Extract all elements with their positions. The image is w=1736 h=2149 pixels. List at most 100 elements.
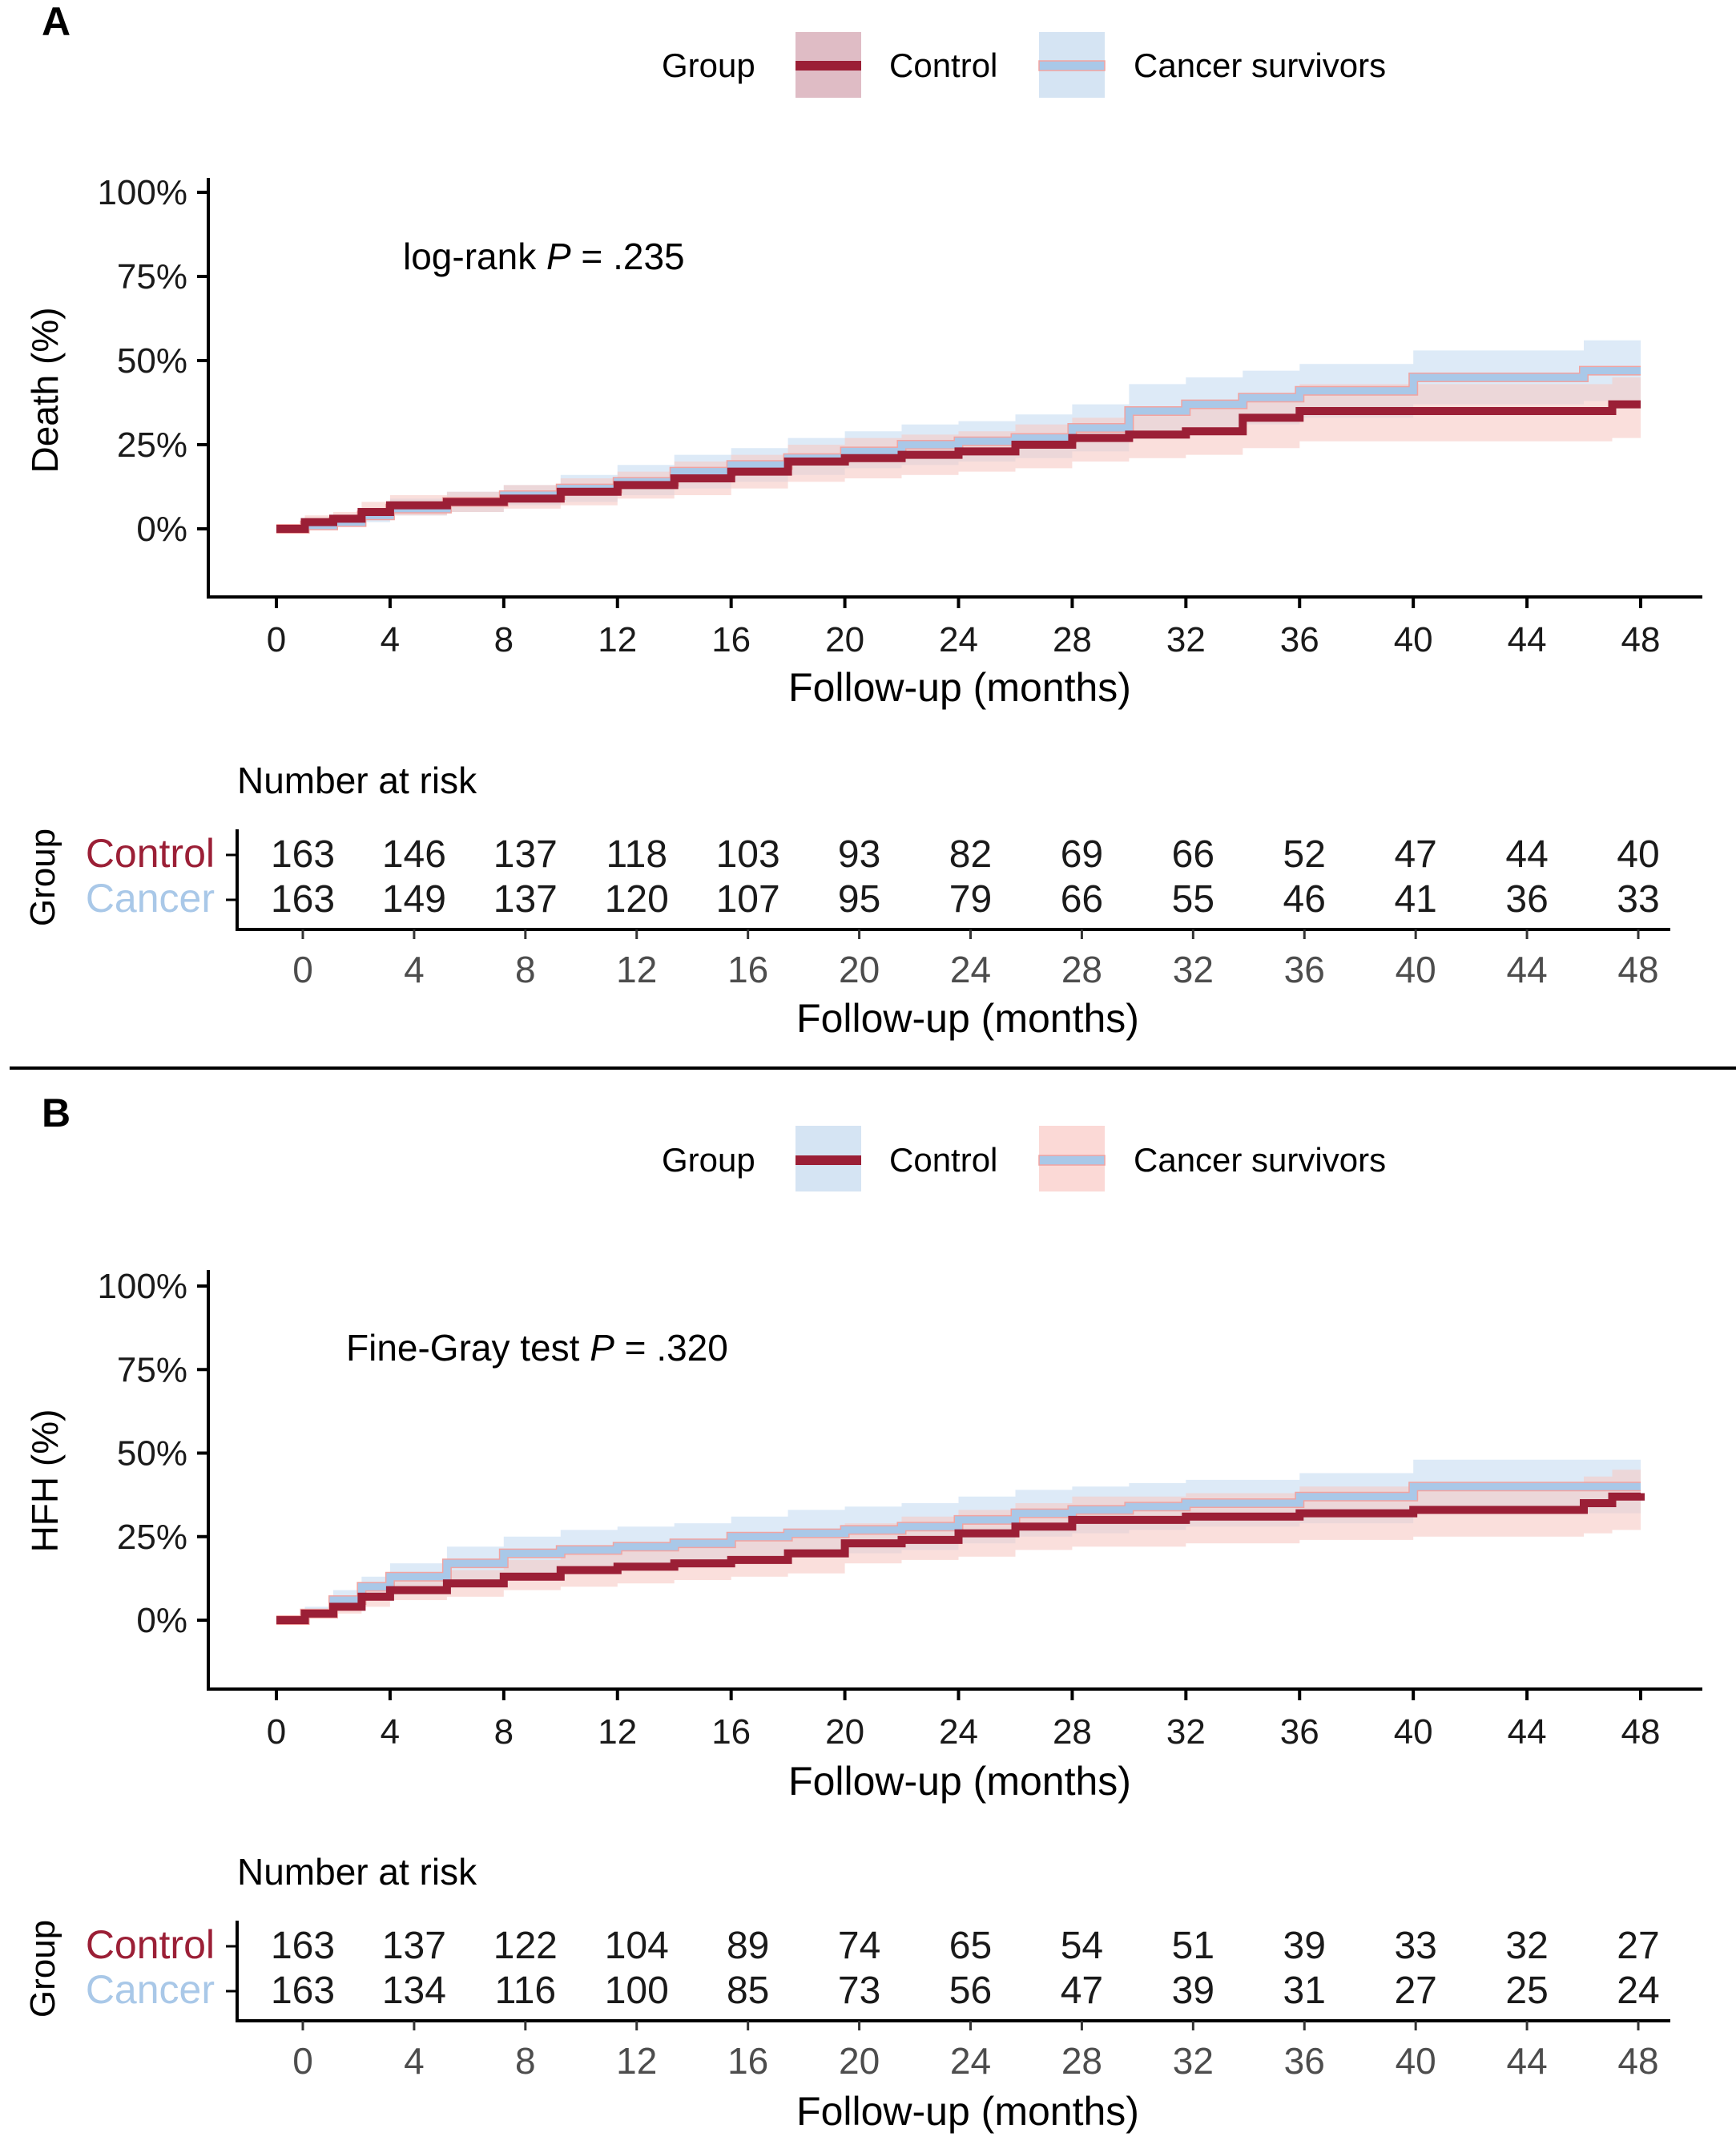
- legend-key-control-line-b: [795, 1155, 861, 1165]
- panel-label-b: B: [42, 1091, 70, 1135]
- risk-x-tick-label: 8: [515, 2040, 536, 2082]
- risk-x-tick-label: 28: [1061, 949, 1102, 990]
- risk-count-control: 122: [493, 1925, 558, 1967]
- x-tick-label: 16: [711, 1712, 751, 1752]
- series-line-cancer: [276, 1482, 1641, 1624]
- risk-count-cancer: 100: [605, 1970, 669, 2012]
- plot-area-a: 0%25%50%75%100%0 4 8 12 16 20 24 28 32 36 40 44 48: [97, 173, 1702, 659]
- risk-x-tick-label: 28: [1061, 2040, 1102, 2082]
- risk-count-cancer: 79: [949, 878, 992, 921]
- y-tick-label: 75%: [117, 1350, 187, 1389]
- risk-x-tick-label: 36: [1284, 2040, 1325, 2082]
- x-tick-label: 48: [1621, 620, 1661, 659]
- legend-b: Group Control Cancer survivors: [662, 1126, 1386, 1191]
- y-tick-label: 50%: [117, 1434, 187, 1474]
- risk-count-control: 163: [271, 833, 335, 876]
- risk-x-tick-label: 24: [950, 949, 991, 990]
- risk-count-control: 47: [1394, 833, 1436, 876]
- plot-area-b: 0%25%50%75%100%0 4 8 12 16 20 24 28 32 36 40 44 48: [97, 1267, 1702, 1752]
- y-tick-label: 25%: [117, 425, 187, 465]
- legend-key-cancer-line-b: [1038, 1155, 1106, 1166]
- risk-x-tick-label: 4: [404, 2040, 425, 2082]
- legend-key-cancer-line-a: [1038, 60, 1106, 71]
- risk-count-control: 32: [1505, 1925, 1548, 1967]
- x-tick-label: 20: [825, 620, 864, 659]
- legend-label-control-b: Control: [889, 1141, 997, 1179]
- risk-x-tick-label: 44: [1506, 2040, 1547, 2082]
- legend-title-a: Group: [662, 46, 755, 84]
- risk-count-control: 27: [1617, 1925, 1659, 1967]
- risk-count-control: 51: [1172, 1925, 1214, 1967]
- risk-x-tick-label: 4: [404, 949, 425, 990]
- risk-count-cancer: 55: [1172, 878, 1214, 921]
- risk-count-cancer: 47: [1061, 1970, 1103, 2012]
- x-tick-label: 12: [598, 620, 637, 659]
- risk-count-cancer: 85: [727, 1970, 769, 2012]
- legend-key-control-line-a: [795, 61, 861, 71]
- risk-count-control: 137: [382, 1925, 446, 1967]
- x-axis-label-b: Follow-up (months): [788, 1759, 1131, 1804]
- risk-count-control: 54: [1061, 1925, 1103, 1967]
- risk-count-cancer: 120: [605, 878, 669, 921]
- risk-x-tick-label: 24: [950, 2040, 991, 2082]
- risk-count-control: 118: [606, 833, 667, 876]
- x-tick-label: 4: [381, 1712, 400, 1752]
- legend-a: Group Control Cancer survivors: [662, 32, 1386, 98]
- annotation-a: log-rank P = .235: [403, 236, 685, 277]
- y-tick-label: 25%: [117, 1518, 187, 1557]
- risk-x-tick-label: 16: [727, 949, 768, 990]
- risk-count-cancer: 149: [382, 878, 446, 921]
- x-tick-label: 16: [711, 620, 751, 659]
- panel-label-a: A: [42, 0, 70, 44]
- risk-x-tick-label: 48: [1617, 949, 1658, 990]
- risk-count-control: 82: [949, 833, 992, 876]
- risk-x-tick-label: 20: [839, 2040, 880, 2082]
- x-tick-label: 40: [1394, 620, 1433, 659]
- risk-count-control: 163: [271, 1925, 335, 1967]
- annotation-a-p: P: [546, 236, 571, 277]
- risk-table-group-label-b: Group: [23, 1920, 62, 2018]
- risk-count-control: 93: [838, 833, 880, 876]
- x-tick-label: 8: [494, 1712, 514, 1752]
- x-tick-label: 44: [1508, 620, 1547, 659]
- panel-a: A Group Control Cancer survivors log-ran…: [23, 0, 1702, 1041]
- risk-count-cancer: 73: [838, 1970, 880, 2012]
- x-tick-label: 44: [1508, 1712, 1547, 1752]
- risk-x-axis-label-a: Follow-up (months): [796, 996, 1139, 1041]
- x-tick-label: 0: [267, 1712, 286, 1752]
- legend-label-cancer-a: Cancer survivors: [1134, 46, 1386, 84]
- risk-count-cancer: 46: [1283, 878, 1326, 921]
- x-tick-label: 36: [1280, 620, 1319, 659]
- risk-count-cancer: 95: [838, 878, 880, 921]
- risk-count-cancer: 31: [1283, 1970, 1326, 2012]
- y-tick-label: 0%: [136, 1601, 187, 1640]
- y-tick-label: 100%: [97, 173, 187, 212]
- risk-count-control: 39: [1283, 1925, 1326, 1967]
- risk-x-tick-label: 20: [839, 949, 880, 990]
- risk-row-label-control-b: Control: [86, 1922, 215, 1967]
- risk-x-axis-label-b: Follow-up (months): [796, 2089, 1139, 2134]
- x-tick-label: 20: [825, 1712, 864, 1752]
- risk-count-cancer: 66: [1061, 878, 1103, 921]
- risk-count-control: 69: [1061, 833, 1103, 876]
- risk-count-cancer: 163: [271, 878, 335, 921]
- legend-label-cancer-b: Cancer survivors: [1134, 1141, 1386, 1179]
- risk-x-tick-label: 40: [1396, 2040, 1436, 2082]
- series-line-control: [276, 1492, 1645, 1624]
- risk-count-cancer: 41: [1394, 878, 1436, 921]
- risk-count-cancer: 107: [716, 878, 780, 921]
- x-tick-label: 12: [598, 1712, 637, 1752]
- risk-count-cancer: 25: [1505, 1970, 1548, 2012]
- y-tick-label: 100%: [97, 1267, 187, 1306]
- risk-count-cancer: 33: [1617, 878, 1659, 921]
- x-tick-label: 36: [1280, 1712, 1319, 1752]
- y-tick-label: 0%: [136, 510, 187, 549]
- risk-count-control: 74: [838, 1925, 880, 1967]
- annotation-b-p: P: [590, 1327, 614, 1369]
- risk-x-tick-label: 8: [515, 949, 536, 990]
- risk-x-tick-label: 16: [727, 2040, 768, 2082]
- y-axis-label-a: Death (%): [24, 307, 66, 473]
- risk-count-control: 146: [382, 833, 446, 876]
